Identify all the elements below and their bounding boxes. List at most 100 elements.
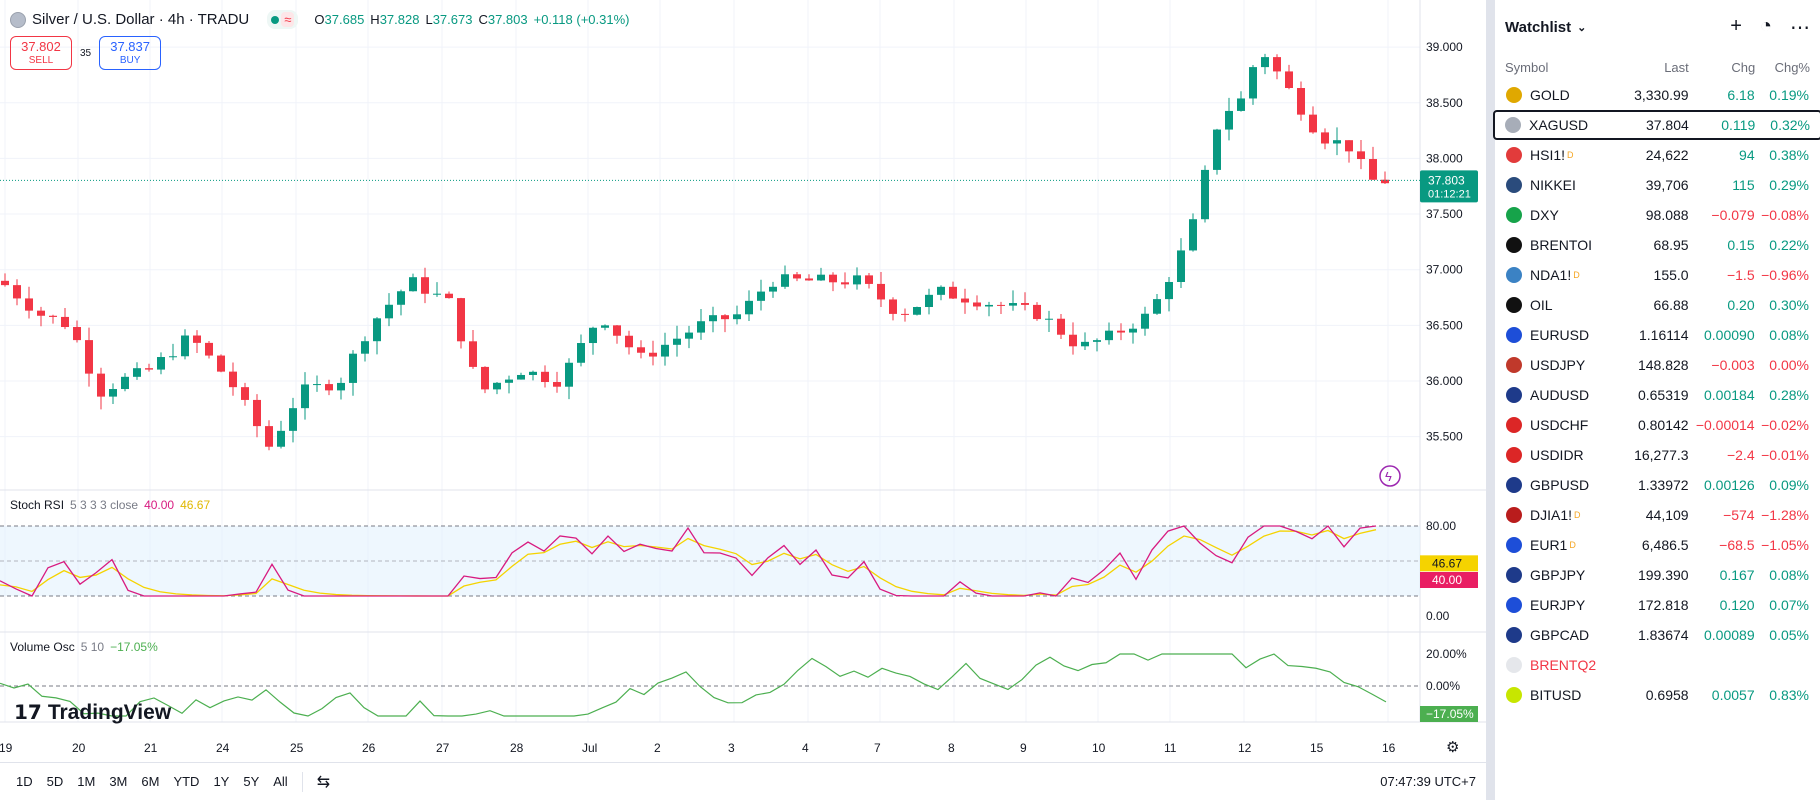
watchlist-row-bitusd[interactable]: BITUSD 0.6958 0.0057 0.83% [1495,680,1820,710]
watchlist-row-eur1[interactable]: EUR1 D 6,486.5 −68.5 −1.05% [1495,530,1820,560]
candle-body [1069,334,1077,347]
col-chg-pct[interactable]: Chg% [1774,59,1810,75]
watchlist-row-gbpjpy[interactable]: GBPJPY 199.390 0.167 0.08% [1495,560,1820,590]
col-symbol[interactable]: Symbol [1505,59,1549,75]
watchlist-row-gbpcad[interactable]: GBPCAD 1.83674 0.00089 0.05% [1495,620,1820,650]
watchlist-row-nda1[interactable]: NDA1! D 155.0 −1.5 −0.96% [1495,260,1820,290]
date-range-icon[interactable]: ⇆ [316,773,331,791]
buy-button[interactable]: 37.837 BUY [99,36,162,70]
time-axis-label: 3 [728,741,735,755]
candle-body [577,343,585,363]
candle-body [433,293,441,295]
volume-osc-legend[interactable]: Volume Osc 5 10 −17.05% [10,640,158,654]
time-axis-label: 10 [1092,741,1106,755]
range-5y[interactable]: 5Y [243,774,260,789]
candle-body [385,304,393,319]
watchlist-chg: 0.120 [1719,597,1755,613]
candle-body [865,275,873,284]
watchlist-symbol: GOLD [1530,87,1570,103]
silver-icon [10,11,26,28]
col-chg[interactable]: Chg [1731,59,1756,75]
silver-icon [1505,117,1521,133]
watchlist-row-brentoi[interactable]: BRENTOI 68.95 0.15 0.22% [1495,230,1820,260]
watchlist-row-hsi1[interactable]: HSI1! D 24,622 94 0.38% [1495,140,1820,170]
range-1m[interactable]: 1M [77,774,96,789]
range-3m[interactable]: 3M [109,774,128,789]
watchlist-chg: 0.20 [1727,297,1755,313]
watchlist-chg: 0.00090 [1704,327,1755,343]
watchlist-chg-pct: 0.08% [1769,327,1809,343]
range-ytd[interactable]: YTD [173,774,200,789]
flag-gb-jp-icon [1506,567,1522,583]
candle-body [889,299,897,314]
price-axis-label: 36.000 [1426,374,1463,388]
watchlist-row-usdjpy[interactable]: USDJPY 148.828 −0.003 0.00% [1495,350,1820,380]
osc-value-tag [1420,706,1478,722]
col-last[interactable]: Last [1664,59,1689,75]
candle-body [805,278,813,281]
candle-body [181,335,189,357]
candle-body [109,389,117,397]
chart-pie-icon[interactable]: ◔ [1759,14,1772,37]
add-symbol-icon[interactable]: + [1730,14,1742,37]
candle-body [601,325,609,328]
watchlist-row-usdchf[interactable]: USDCHF 0.80142 −0.00014 −0.02% [1495,410,1820,440]
watchlist-row-djia1[interactable]: DJIA1! D 44,109 −574 −1.28% [1495,500,1820,530]
time-axis-label: 9 [1020,741,1027,755]
candle-body [1,280,9,286]
watchlist-symbol: AUDUSD [1530,387,1590,403]
range-all[interactable]: All [273,774,288,789]
market-status[interactable]: ≈ [267,10,299,29]
range-6m[interactable]: 6M [141,774,160,789]
range-1y[interactable]: 1Y [213,774,230,789]
watchlist-row-usdidr[interactable]: USDIDR 16,277.3 −2.4 −0.01% [1495,440,1820,470]
watchlist-row-brentq2[interactable]: BRENTQ2 [1495,650,1820,680]
tradingview-logo[interactable]: 𝟭𝟳 TradingView [14,700,172,725]
chart-canvas[interactable]: 39.000 38.500 38.000 37.500 37.000 36.500 36.0… [0,0,1486,762]
watchlist-row-dxy[interactable]: DXY 98.088 −0.079 −0.08% [1495,200,1820,230]
candle-body [949,286,957,299]
bit-icon [1506,687,1522,703]
watchlist-row-gold[interactable]: GOLD 3,330.99 6.18 0.19% [1495,80,1820,110]
candle-body [1273,57,1281,72]
watchlist-symbol: EURUSD [1530,327,1590,343]
chart-title[interactable]: Silver / U.S. Dollar · 4h · TRADU [32,11,250,28]
osc-axis-label: 0.00% [1426,679,1460,693]
watchlist-last: 16,277.3 [1634,447,1689,463]
watchlist-row-audusd[interactable]: AUDUSD 0.65319 0.00184 0.28% [1495,380,1820,410]
clock[interactable]: 07:47:39 UTC+7 [1380,774,1476,789]
delayed-badge: D [1569,540,1576,550]
panel-divider[interactable] [1486,0,1494,800]
change-value: +0.118 (+0.31%) [533,12,630,27]
watchlist-row-eurusd[interactable]: EURUSD 1.16114 0.00090 0.08% [1495,320,1820,350]
watchlist-chg: −0.003 [1711,357,1755,373]
candle-body [781,274,789,287]
watchlist-row-oil[interactable]: OIL 66.88 0.20 0.30% [1495,290,1820,320]
range-5d[interactable]: 5D [46,774,64,789]
last-price-value: 37.803 [1428,173,1465,187]
watchlist-symbol: NIKKEI [1530,177,1576,193]
candle-body [1333,140,1341,144]
last-price-tag [1420,170,1478,203]
watchlist-row-nikkei[interactable]: NIKKEI 39,706 115 0.29% [1495,170,1820,200]
watchlist-row-gbpusd[interactable]: GBPUSD 1.33972 0.00126 0.09% [1495,470,1820,500]
watchlist-title[interactable]: Watchlist ⌄ [1505,18,1587,36]
countdown-value: 01:12:21 [1428,188,1471,200]
watchlist-chg-pct: 0.83% [1769,687,1809,703]
candle-body [661,344,669,357]
watchlist-row-xagusd[interactable]: XAGUSD 37.804 0.119 0.32% [1493,110,1820,140]
candle-body [49,315,57,317]
watchlist-row-eurjpy[interactable]: EURJPY 172.818 0.120 0.07% [1495,590,1820,620]
range-1d[interactable]: 1D [16,774,33,789]
more-options-icon[interactable]: ⋯ [1790,16,1810,39]
volume-osc-line [0,653,1387,717]
sell-button[interactable]: 37.802 SELL [10,36,72,70]
watchlist-chg-pct: −0.01% [1761,447,1809,463]
candle-body [541,371,549,383]
watchlist-symbol: DJIA1! [1530,507,1573,523]
chart-panel[interactable]: 39.000 38.500 38.000 37.500 37.000 36.500 36.0… [0,0,1486,800]
stoch-rsi-legend[interactable]: Stoch RSI 5 3 3 3 close 40.00 46.67 [10,498,211,512]
time-axis-label: 21 [144,741,158,755]
candle-body [1261,57,1269,68]
candle-body [121,376,129,390]
